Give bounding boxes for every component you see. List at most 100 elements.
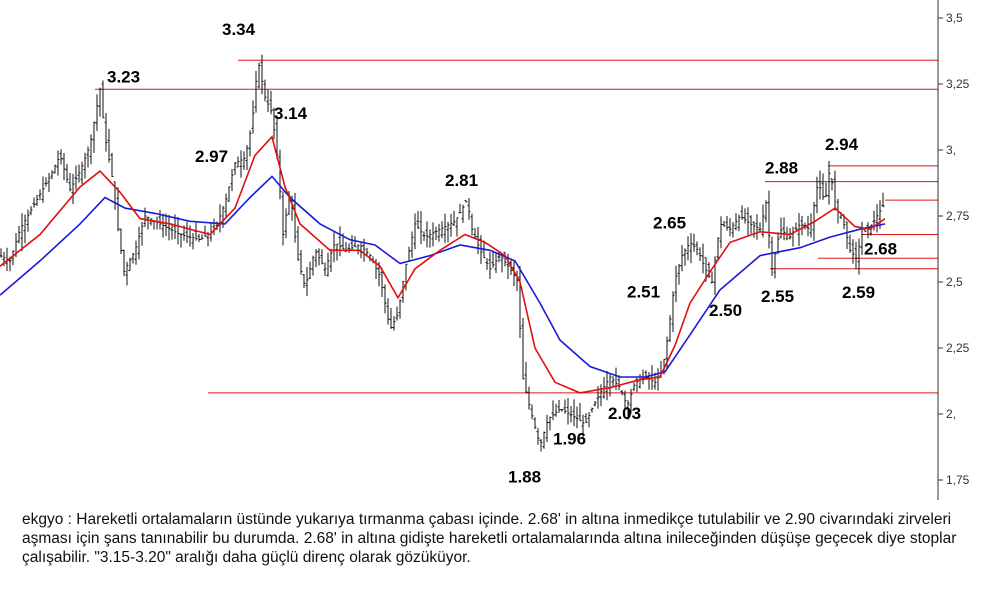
price-bar: [767, 190, 771, 249]
price-bar: [467, 198, 471, 220]
price-bar: [170, 223, 174, 240]
price-bar: [593, 401, 597, 407]
price-bar: [527, 386, 531, 410]
price-bar: [314, 248, 318, 268]
moving-average-fast-line: [0, 135, 886, 394]
price-bar: [680, 245, 684, 272]
price-bar: [38, 189, 42, 201]
price-bar: [107, 128, 111, 163]
price-bar: [539, 439, 543, 452]
price-bar: [311, 255, 315, 276]
price-bar: [413, 213, 417, 250]
price-bar: [866, 222, 870, 239]
price-bar: [746, 207, 750, 236]
price-bar: [71, 173, 75, 204]
price-bar: [710, 271, 714, 284]
price-bar: [476, 226, 480, 255]
price-bar: [56, 150, 60, 176]
price-bar: [779, 217, 783, 239]
price-bar: [284, 208, 288, 239]
price-bar: [68, 172, 72, 192]
price-bar: [254, 70, 258, 113]
price-bar: [485, 258, 489, 270]
price-bar: [734, 213, 738, 231]
price-bar: [647, 371, 651, 390]
price-bar: [581, 414, 585, 440]
price-annotation: 2.55: [761, 287, 794, 306]
price-bar: [269, 90, 273, 115]
price-bar: [830, 178, 834, 191]
price-bar: [764, 200, 768, 223]
price-bar: [212, 218, 216, 236]
price-bar: [17, 225, 21, 244]
price-bar: [749, 215, 753, 234]
price-bar: [296, 226, 300, 261]
price-bar: [281, 191, 285, 246]
price-bar: [815, 176, 819, 214]
price-bar: [104, 113, 108, 152]
price-bar: [167, 214, 171, 241]
price-bar: [632, 382, 636, 392]
price-bar: [698, 247, 702, 262]
price-bar: [623, 390, 627, 409]
price-bar: [302, 274, 306, 288]
price-bar: [863, 229, 867, 232]
price-bar: [821, 173, 825, 200]
price-bar: [398, 299, 402, 319]
price-bar: [98, 87, 102, 117]
price-bar: [758, 222, 762, 233]
price-bar: [155, 216, 159, 230]
price-bar: [41, 176, 45, 203]
price-bar: [0, 248, 3, 258]
price-bar: [740, 205, 744, 220]
price-bar: [272, 107, 276, 140]
price-bar: [95, 94, 99, 131]
price-bar: [236, 156, 240, 168]
price-bar: [533, 417, 537, 430]
price-bar: [143, 207, 147, 227]
price-bar: [488, 252, 492, 279]
price-bar: [620, 389, 624, 396]
price-bar: [227, 186, 231, 202]
price-bar: [737, 214, 741, 232]
price-bar: [578, 402, 582, 422]
price-bar: [668, 315, 672, 343]
price-bar: [437, 223, 441, 242]
price-bar: [92, 121, 96, 154]
price-bar: [86, 146, 90, 168]
price-bar: [383, 284, 387, 314]
price-candles: [0, 54, 885, 452]
price-bar: [857, 238, 861, 275]
price-bar: [521, 317, 525, 380]
price-bar: [191, 233, 195, 250]
price-bar: [248, 130, 252, 157]
price-bar: [671, 291, 675, 333]
price-bar: [653, 372, 657, 390]
price-bar: [350, 235, 354, 250]
price-bar: [416, 211, 420, 229]
price-bar: [473, 228, 477, 238]
price-bar: [158, 210, 162, 230]
price-annotation: 1.96: [553, 430, 586, 449]
price-bar: [665, 336, 669, 370]
price-bar: [686, 236, 690, 261]
price-bar: [446, 221, 450, 243]
price-bar: [128, 257, 132, 271]
price-bar: [590, 407, 594, 413]
price-bar: [395, 306, 399, 321]
price-annotation: 2.51: [627, 282, 660, 301]
price-bar: [299, 249, 303, 275]
y-tick-label: 2,25: [946, 341, 970, 355]
price-bar: [725, 216, 729, 231]
price-bar: [602, 376, 606, 399]
price-bar: [119, 228, 123, 255]
price-bar: [440, 221, 444, 239]
price-annotations: 3.34 3.23 2.97 3.14 2.81 2.65 2.51 2.50 2.55 2.88…: [107, 20, 897, 486]
price-bar: [626, 400, 630, 420]
price-bar: [572, 399, 576, 427]
price-bar: [239, 150, 243, 178]
price-bar: [29, 206, 33, 216]
price-annotation: 2.68: [864, 239, 897, 258]
price-bar: [251, 100, 255, 134]
price-bar: [131, 253, 135, 264]
